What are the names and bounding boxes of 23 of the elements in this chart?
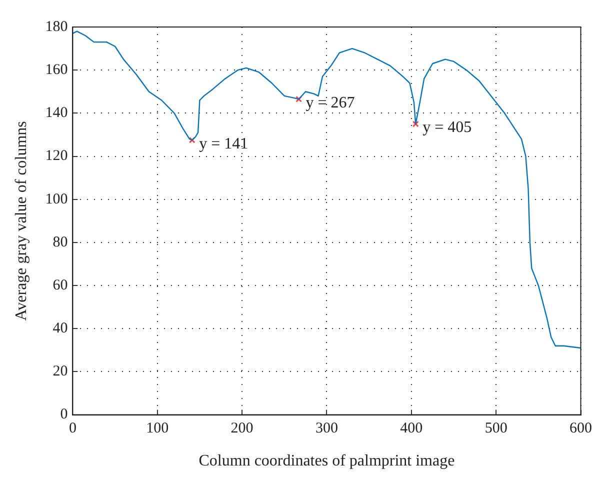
y-tick-label: 180 xyxy=(45,18,68,35)
x-tick-label: 600 xyxy=(570,420,592,437)
y-axis-title: Average gray value of columns xyxy=(12,121,30,321)
annotation: y = 267 xyxy=(306,94,355,112)
x-tick-label: 400 xyxy=(400,420,423,437)
y-tick-label: 20 xyxy=(52,364,68,380)
x-axis-title: Column coordinates of palmprint image xyxy=(198,452,455,470)
point xyxy=(412,120,419,128)
x-tick-label: 200 xyxy=(230,420,254,437)
y-tick-label: 60 xyxy=(52,277,68,294)
y-tick-label: 160 xyxy=(45,62,68,78)
x-tick-label: 100 xyxy=(146,420,169,437)
y-tick-label: 0 xyxy=(60,406,68,423)
y-tick-label: 100 xyxy=(45,191,68,208)
y-tick-label: 40 xyxy=(52,320,68,337)
y-tick-label: 140 xyxy=(45,105,68,122)
x-tick-label: 500 xyxy=(484,420,508,437)
annotation: y = 405 xyxy=(422,119,472,136)
y-tick-label: 120 xyxy=(45,148,68,164)
y-tick-label: 80 xyxy=(52,234,68,250)
x-tick-label: 300 xyxy=(315,420,338,437)
point xyxy=(296,96,302,102)
annotation: y = 141 xyxy=(199,135,248,152)
